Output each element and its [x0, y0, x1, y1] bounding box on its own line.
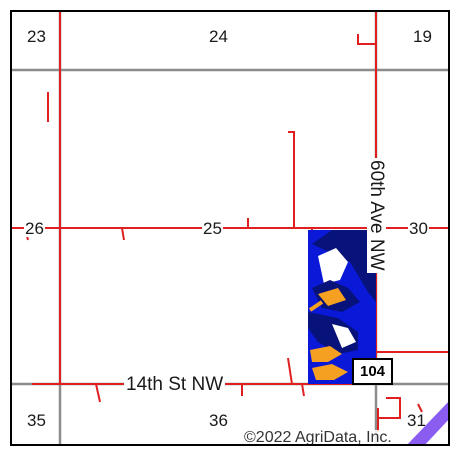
field-white-patch-top: [318, 248, 348, 284]
section-label-23: 23: [27, 27, 46, 46]
highway-shield-104: 104: [352, 358, 394, 385]
section-label-26: 26: [24, 219, 45, 238]
section-label-36: 36: [209, 411, 228, 430]
field-orange-patch-1: [318, 288, 346, 306]
spur-se-3: [417, 403, 423, 413]
spur-ne: [357, 34, 376, 45]
field-parcel: [308, 230, 376, 384]
section-label-25: 25: [202, 219, 223, 238]
spur-25-west: [121, 227, 125, 241]
section-label-30: 30: [408, 219, 429, 238]
spur-south-3: [301, 383, 305, 397]
field-navy-patch-top: [312, 230, 376, 302]
section-label-35: 35: [27, 411, 46, 430]
section-label-24: 24: [209, 27, 228, 46]
map-frame[interactable]: 23 24 19 26 25 30 35 36 31 14th St NW 60…: [10, 10, 450, 446]
field-orange-strip: [308, 300, 324, 312]
spur-south-1: [95, 383, 101, 403]
section-label-31: 31: [407, 411, 426, 430]
field-white-patch-low: [332, 324, 356, 348]
field-orange-patch-3: [312, 364, 348, 380]
copyright-text: ©2022 AgriData, Inc.: [244, 429, 392, 446]
spur-25-north: [288, 131, 295, 228]
road-label-14th-st-nw: 14th St NW: [124, 374, 226, 395]
purple-strip: [407, 402, 448, 444]
section-label-19: 19: [413, 27, 432, 46]
road-label-60th-ave-nw: 60th Ave NW: [366, 158, 387, 273]
field-orange-patch-2: [310, 346, 342, 362]
spur-south-4: [287, 357, 293, 385]
map-canvas[interactable]: [12, 12, 450, 446]
spur-se-1: [378, 397, 401, 419]
